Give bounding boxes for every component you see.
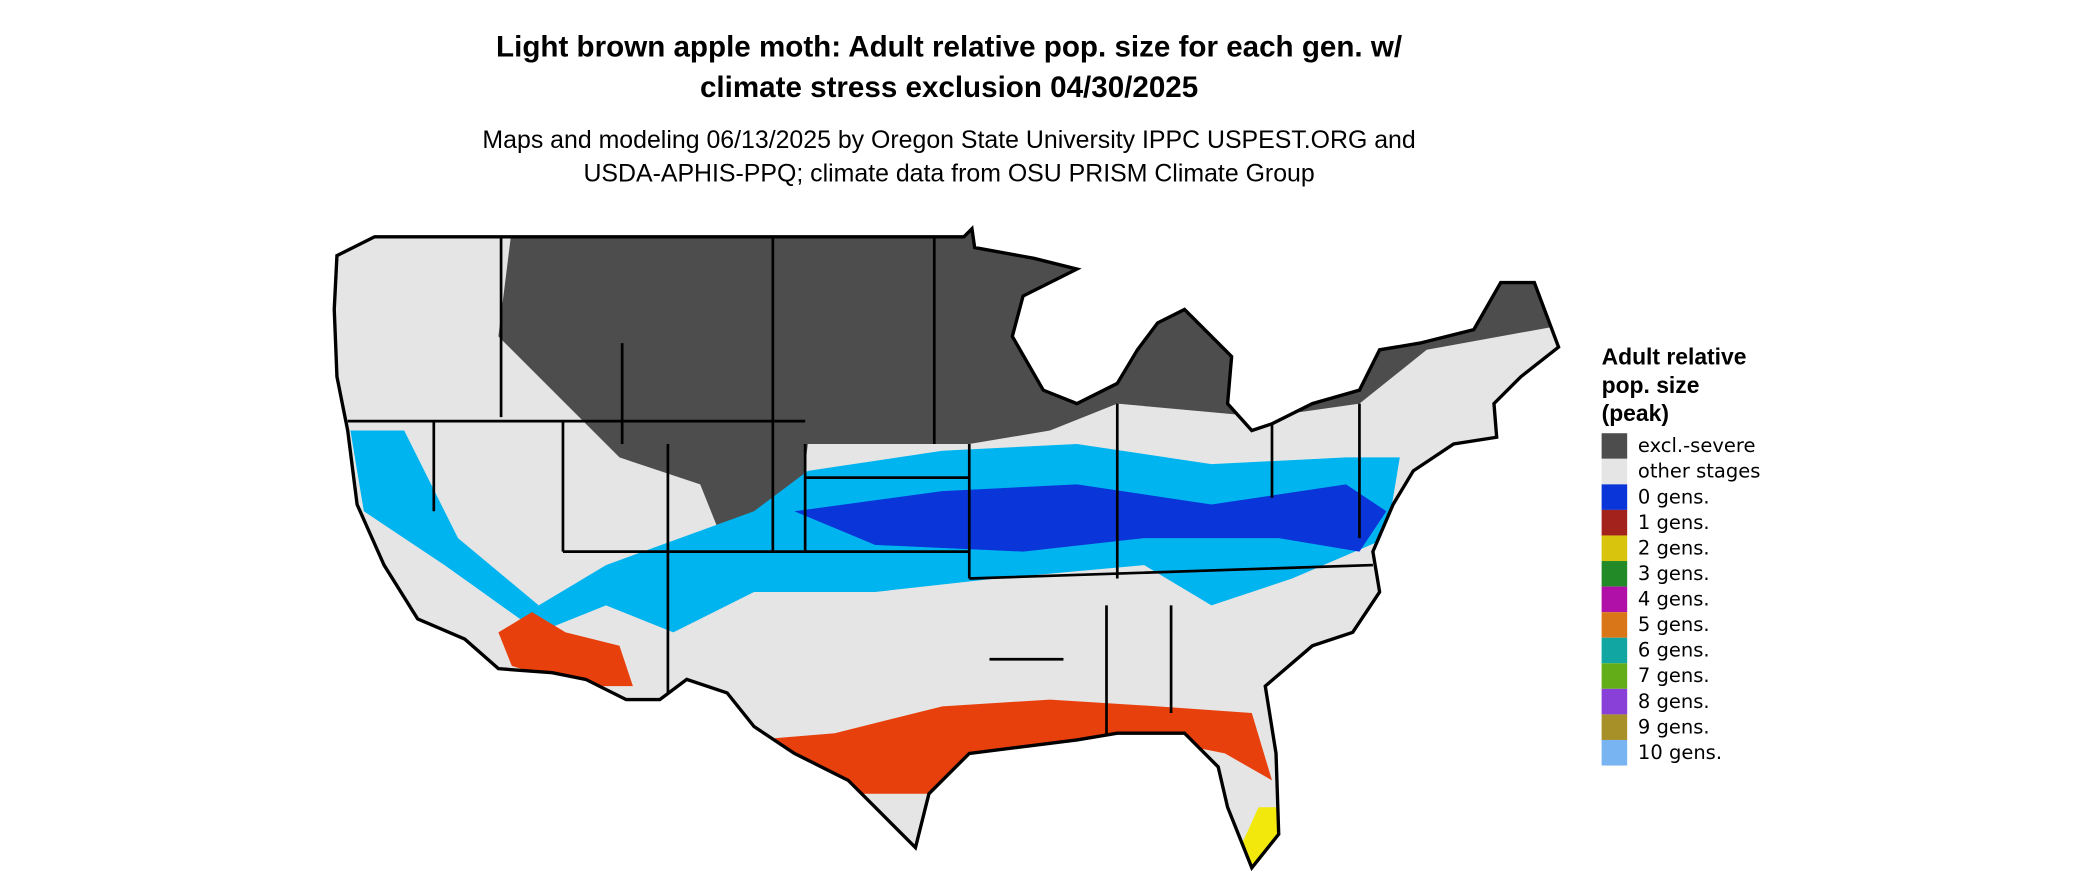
legend-swatch xyxy=(1601,433,1628,459)
legend-swatch xyxy=(1601,663,1628,689)
one-gen-region xyxy=(498,612,633,687)
legend-label: 10 gens. xyxy=(1638,741,1722,764)
legend-swatch xyxy=(1601,612,1628,638)
legend-label: 3 gens. xyxy=(1638,562,1710,585)
legend-label: 8 gens. xyxy=(1638,690,1710,713)
legend-label: 9 gens. xyxy=(1638,715,1710,738)
legend-swatch xyxy=(1601,458,1628,485)
legend-swatch xyxy=(1601,535,1628,562)
state-borders xyxy=(347,236,1373,740)
legend-title: pop. size xyxy=(1602,372,1700,398)
legend-swatch xyxy=(1601,688,1628,715)
subtitle: Maps and modeling 06/13/2025 by Oregon S… xyxy=(482,126,1415,154)
legend-label: other stages xyxy=(1638,460,1760,483)
legend-swatch xyxy=(1601,586,1628,613)
legend-label: excl.-severe xyxy=(1638,434,1756,457)
title: Light brown apple moth: Adult relative p… xyxy=(496,31,1402,64)
legend-label: 7 gens. xyxy=(1638,664,1710,687)
legend-title: Adult relative xyxy=(1602,344,1747,370)
legend-swatch xyxy=(1601,637,1628,664)
legend-swatch xyxy=(1601,484,1628,510)
legend-swatch xyxy=(1601,714,1628,740)
map xyxy=(334,228,1559,868)
legend-label: 2 gens. xyxy=(1638,536,1710,559)
legend-label: 5 gens. xyxy=(1638,613,1710,636)
legend-swatch xyxy=(1601,509,1628,536)
legend-title: (peak) xyxy=(1602,400,1669,426)
legend-label: 1 gens. xyxy=(1638,511,1710,534)
legend-label: 6 gens. xyxy=(1638,639,1710,662)
us-outline xyxy=(332,225,1561,872)
legend-label: 0 gens. xyxy=(1638,485,1710,508)
legend-swatch xyxy=(1601,739,1628,766)
subtitle: USDA-APHIS-PPQ; climate data from OSU PR… xyxy=(583,160,1314,188)
title: climate stress exclusion 04/30/2025 xyxy=(700,71,1198,104)
zero-gen-core xyxy=(794,484,1387,552)
legend-swatch xyxy=(1601,561,1628,587)
legend-label: 4 gens. xyxy=(1638,588,1710,611)
